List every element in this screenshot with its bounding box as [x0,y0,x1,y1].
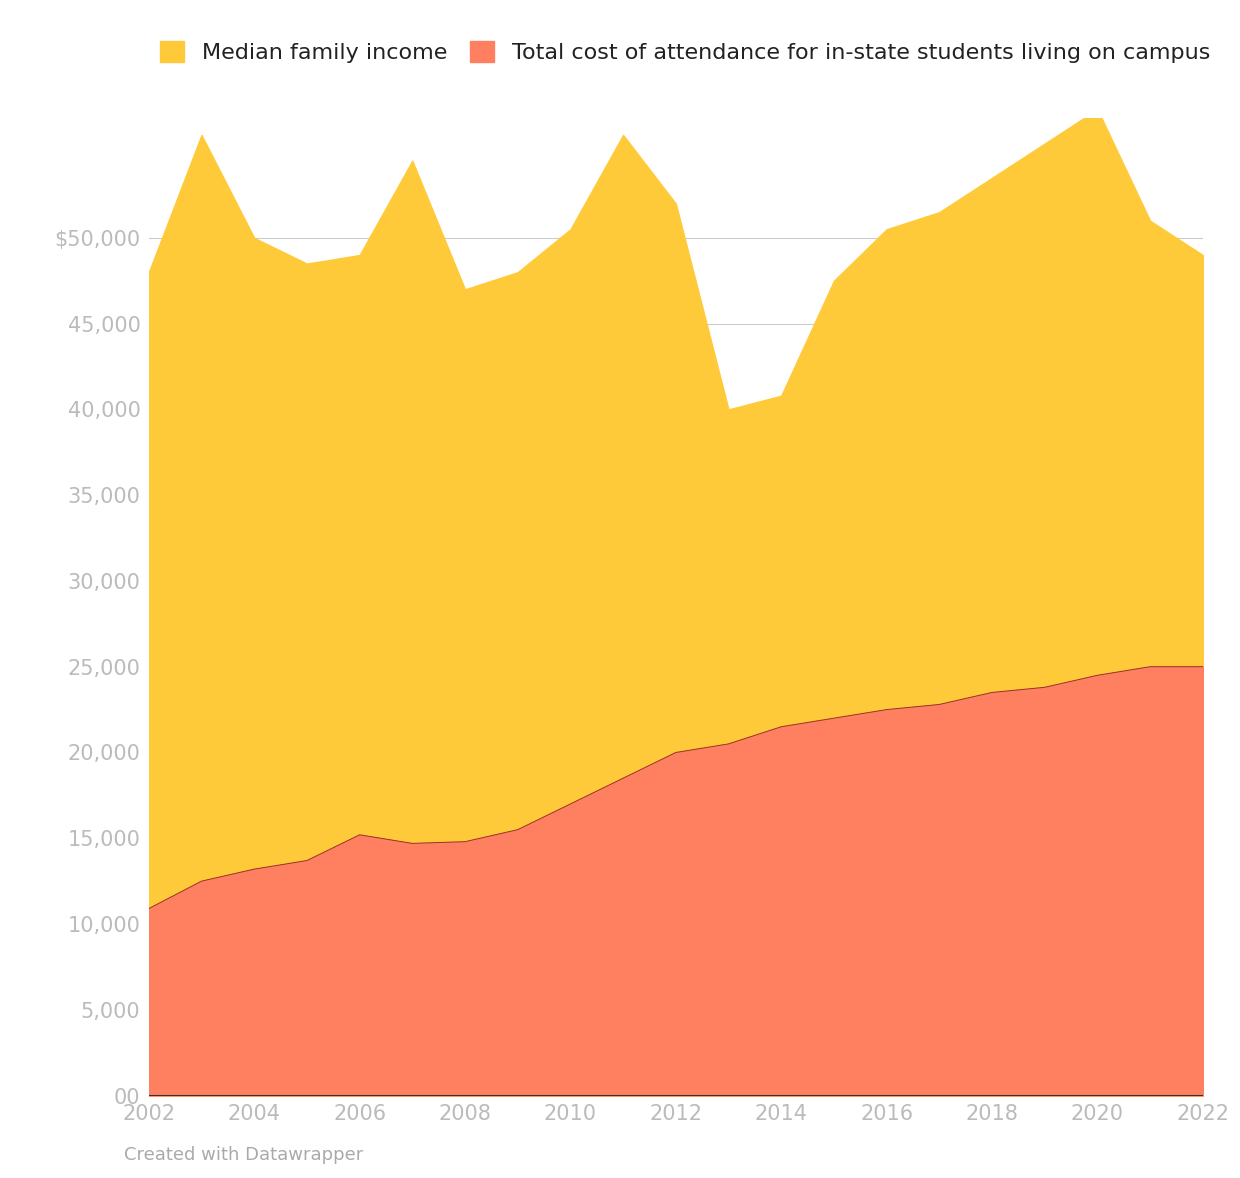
Legend: Median family income, Total cost of attendance for in-state students living on c: Median family income, Total cost of atte… [160,41,1210,64]
Text: Created with Datawrapper: Created with Datawrapper [124,1146,363,1164]
